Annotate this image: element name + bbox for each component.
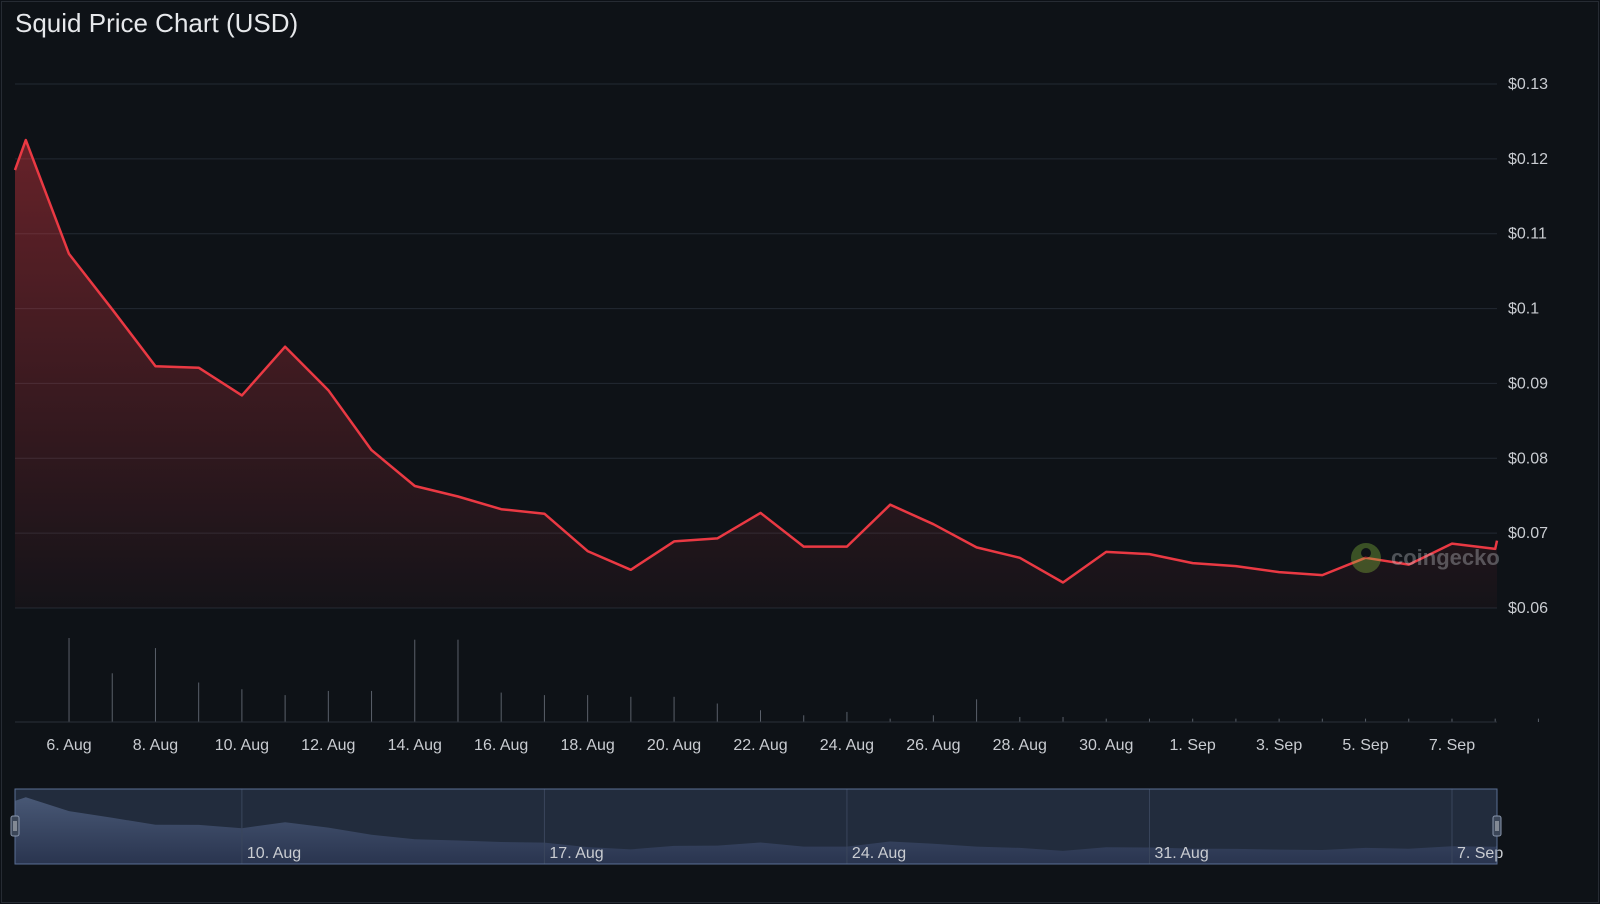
y-tick-label: $0.1 <box>1508 301 1539 318</box>
x-tick-label: 5. Sep <box>1342 737 1388 754</box>
x-tick-label: 24. Aug <box>820 737 874 754</box>
y-tick-label: $0.11 <box>1508 226 1547 243</box>
x-tick-label: 28. Aug <box>993 737 1047 754</box>
navigator-tick-label: 31. Aug <box>1154 845 1208 862</box>
watermark-text: coingecko <box>1391 545 1500 570</box>
navigator-right-handle[interactable] <box>1492 815 1502 837</box>
x-tick-label: 10. Aug <box>215 737 269 754</box>
x-tick-label: 3. Sep <box>1256 737 1302 754</box>
x-tick-label: 18. Aug <box>560 737 614 754</box>
coingecko-watermark: coingecko <box>1351 543 1500 573</box>
navigator-tick-label: 7. Sep <box>1457 845 1503 862</box>
y-tick-label: $0.06 <box>1508 600 1548 617</box>
x-tick-label: 8. Aug <box>133 737 178 754</box>
price-area-fill <box>15 140 1497 608</box>
x-tick-label: 20. Aug <box>647 737 701 754</box>
volume-bars <box>15 638 1539 723</box>
x-tick-label: 30. Aug <box>1079 737 1133 754</box>
y-axis-labels: $0.06 $0.07 $0.08 $0.09 $0.1 $0.11 $0.12 $0.13 <box>1508 76 1548 617</box>
y-tick-label: $0.09 <box>1508 375 1548 392</box>
navigator-left-handle[interactable] <box>10 815 20 837</box>
x-axis-labels: 6. Aug 8. Aug 10. Aug 12. Aug 14. Aug 16. Aug… <box>46 737 1475 754</box>
x-tick-label: 26. Aug <box>906 737 960 754</box>
x-tick-label: 14. Aug <box>388 737 442 754</box>
chart-title: Squid Price Chart (USD) <box>15 8 299 38</box>
price-line <box>13 138 1499 584</box>
navigator-tick-label: 10. Aug <box>247 845 301 862</box>
coingecko-logo-eye-icon <box>1361 548 1371 558</box>
x-tick-label: 22. Aug <box>733 737 787 754</box>
x-tick-label: 12. Aug <box>301 737 355 754</box>
y-tick-label: $0.13 <box>1508 76 1548 93</box>
x-tick-label: 16. Aug <box>474 737 528 754</box>
navigator-area <box>15 797 1497 864</box>
price-area <box>13 138 1499 608</box>
navigator-tick-label: 24. Aug <box>852 845 906 862</box>
y-tick-label: $0.07 <box>1508 525 1548 542</box>
x-tick-label: 1. Sep <box>1170 737 1216 754</box>
x-tick-label: 7. Sep <box>1429 737 1475 754</box>
y-tick-label: $0.08 <box>1508 450 1548 467</box>
x-tick-label: 6. Aug <box>46 737 91 754</box>
coingecko-logo-icon <box>1351 543 1381 573</box>
navigator-tick-label: 17. Aug <box>549 845 603 862</box>
range-navigator[interactable]: 10. Aug 17. Aug 24. Aug 31. Aug 7. Sep <box>10 788 1503 865</box>
y-tick-label: $0.12 <box>1508 151 1548 168</box>
